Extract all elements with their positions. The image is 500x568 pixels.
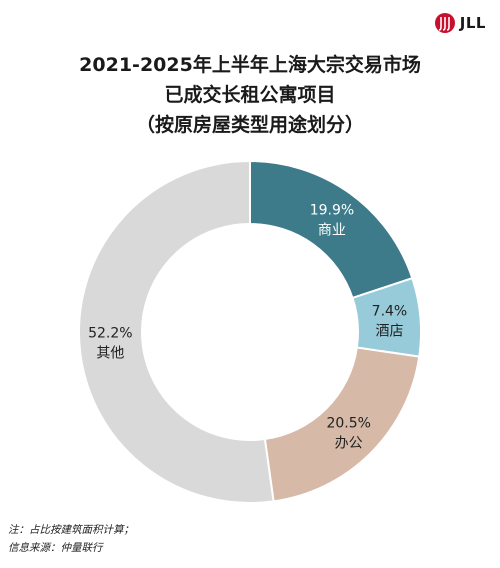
slice-category-label-1: 酒店	[375, 324, 403, 340]
slice-3	[78, 159, 275, 504]
brand-name: JLL	[459, 14, 486, 32]
slice-value-label-3: 52.2%	[88, 326, 132, 342]
slice-value-label-2: 20.5%	[326, 415, 370, 431]
slice-category-label-3: 其他	[96, 346, 124, 362]
footer-source: 信息来源：仲量联行	[8, 542, 103, 554]
title-line-3: （按原房屋类型用途划分）	[135, 114, 364, 136]
footer: 注：占比按建筑面积计算； 信息来源：仲量联行	[8, 521, 134, 557]
slice-category-label-0: 商业	[318, 222, 346, 238]
slice-value-label-1: 7.4%	[372, 304, 408, 320]
slice-category-label-2: 办公	[335, 435, 363, 451]
chart-title: 2021-2025年上半年上海大宗交易市场 已成交长租公寓项目 （按原房屋类型用…	[0, 50, 500, 140]
brand-logo: JLL	[434, 12, 486, 34]
title-line-1: 2021-2025年上半年上海大宗交易市场	[79, 54, 421, 76]
donut-chart: 19.9% 商业 7.4% 酒店 20.5% 办公 52.2% 其他	[78, 159, 422, 504]
jll-logo-icon	[434, 13, 455, 33]
slice-value-label-0: 19.9%	[310, 202, 354, 218]
title-line-2: 已成交长租公寓项目	[164, 84, 336, 106]
footer-note: 注：占比按建筑面积计算；	[8, 524, 134, 536]
